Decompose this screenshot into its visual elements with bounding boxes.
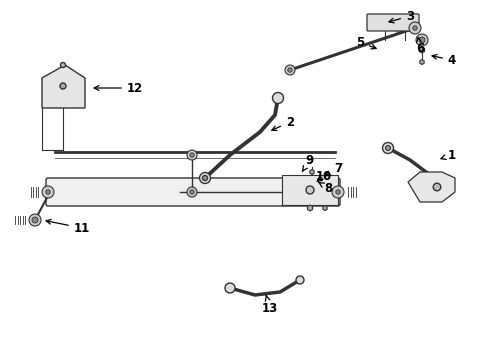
Circle shape	[296, 276, 304, 284]
Text: 2: 2	[272, 116, 294, 130]
Text: 13: 13	[262, 296, 278, 315]
Polygon shape	[408, 172, 455, 202]
Circle shape	[225, 283, 235, 293]
Circle shape	[190, 190, 194, 194]
Text: 9: 9	[302, 153, 314, 172]
Circle shape	[288, 68, 292, 72]
Circle shape	[336, 190, 340, 194]
Circle shape	[32, 217, 38, 223]
FancyBboxPatch shape	[46, 178, 340, 206]
Circle shape	[386, 145, 391, 150]
Circle shape	[60, 63, 66, 68]
Text: 12: 12	[94, 81, 143, 94]
Circle shape	[306, 186, 314, 194]
Text: 5: 5	[356, 36, 376, 49]
Text: 6: 6	[416, 37, 424, 54]
Polygon shape	[310, 170, 314, 175]
Text: 3: 3	[389, 9, 414, 23]
Circle shape	[413, 26, 417, 30]
Text: 7: 7	[325, 162, 342, 176]
Circle shape	[46, 190, 50, 194]
Circle shape	[199, 172, 211, 184]
Circle shape	[190, 153, 194, 157]
FancyBboxPatch shape	[367, 14, 419, 31]
Text: 8: 8	[318, 181, 332, 194]
Polygon shape	[419, 47, 425, 53]
Polygon shape	[420, 59, 424, 64]
Polygon shape	[282, 175, 338, 205]
Circle shape	[272, 93, 284, 104]
Circle shape	[202, 176, 207, 180]
Text: 10: 10	[316, 170, 332, 183]
Circle shape	[433, 183, 441, 191]
Circle shape	[416, 34, 428, 46]
Circle shape	[285, 65, 295, 75]
Polygon shape	[307, 205, 313, 211]
Circle shape	[383, 143, 393, 153]
Circle shape	[409, 22, 421, 34]
Circle shape	[42, 186, 54, 198]
Polygon shape	[323, 206, 327, 211]
Circle shape	[187, 150, 197, 160]
Circle shape	[332, 186, 344, 198]
Circle shape	[29, 214, 41, 226]
Text: 1: 1	[441, 149, 456, 162]
Circle shape	[187, 187, 197, 197]
Text: 11: 11	[46, 220, 90, 234]
Circle shape	[60, 83, 66, 89]
Circle shape	[419, 37, 425, 43]
Text: 4: 4	[432, 54, 456, 67]
Polygon shape	[42, 65, 85, 108]
